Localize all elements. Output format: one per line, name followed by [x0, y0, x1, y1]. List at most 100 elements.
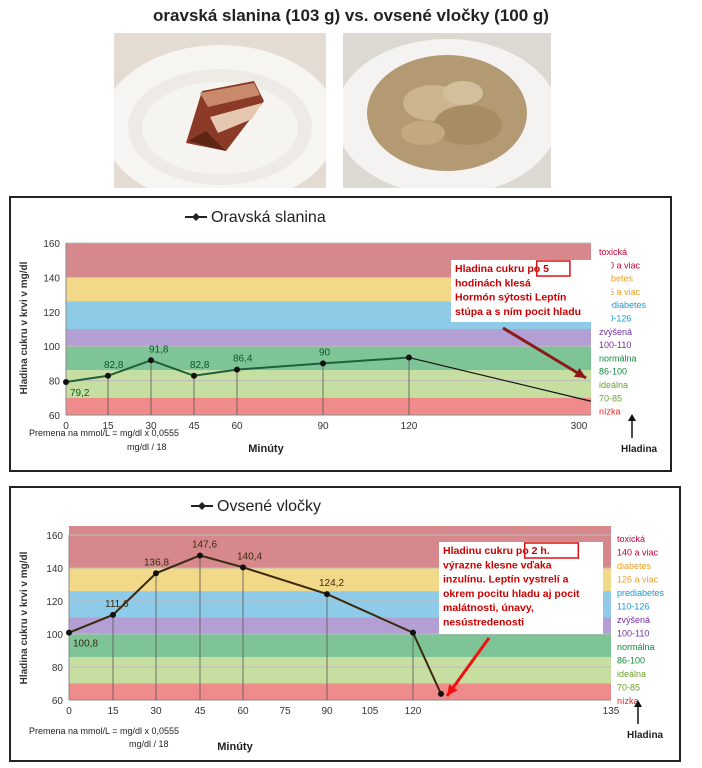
legend-zone-label: nízka	[599, 407, 621, 417]
y-tick-label: 80	[49, 377, 61, 388]
x-axis-label: Minúty	[217, 741, 253, 753]
x-tick-label: 105	[362, 706, 379, 717]
x-tick-label: 120	[401, 421, 418, 432]
legend-zone-label: diabetes	[617, 561, 652, 571]
legend-zone-label: 70-85	[599, 393, 622, 403]
legend-zone-label: ideálna	[599, 380, 628, 390]
chart-slanina: 60 80 100 120 140 160 0 15 30 45 60 90 120 300 Oravská…	[19, 209, 658, 455]
annotation-arrow	[502, 326, 587, 380]
legend-zone-label: zvýšená	[599, 327, 632, 337]
chart-vlocky: 60 80 100 120 140 160 0 15 30 45 60 75 90 105 120 135 Ov…	[19, 498, 665, 753]
legend-zone-label: nízka	[617, 696, 639, 706]
data-point	[66, 629, 72, 636]
series-extension	[408, 356, 592, 402]
data-point	[410, 629, 416, 636]
data-point	[197, 552, 203, 559]
y-axis-label: Hladina cukru v krvi v mg/dl	[19, 551, 30, 684]
x-tick-label: 60	[231, 421, 243, 432]
conversion-note: mg/dl / 18	[127, 442, 167, 452]
hladina-label: Hladina	[621, 444, 658, 455]
legend-zone-label: normálna	[617, 642, 655, 652]
data-point	[240, 564, 246, 571]
legend-zone-label: 86-100	[599, 367, 627, 377]
y-tick-label: 80	[52, 663, 64, 674]
legend-zone-label: 126 a viac	[599, 287, 641, 297]
x-tick-label: 90	[317, 421, 329, 432]
legend-zone-label: 110-126	[617, 602, 649, 612]
band-normalna	[66, 346, 591, 371]
legend-zone-label: 70-85	[617, 683, 640, 693]
legend-zone-label: 100-110	[599, 340, 631, 350]
bacon-photo	[114, 33, 326, 188]
annotation-highlight	[523, 542, 580, 559]
x-tick-label: 30	[145, 421, 157, 432]
data-label: 124,2	[319, 578, 344, 589]
annotation-text: malátnosti, únavy,	[443, 602, 534, 614]
data-point	[105, 372, 111, 379]
x-tick-label: 75	[279, 706, 291, 717]
annotation-text: stúpa a s ním pocit hladu	[455, 306, 581, 318]
data-point	[324, 591, 330, 598]
annotation-text: nesústredenosti	[443, 617, 524, 629]
legend-zone-label: toxická	[599, 247, 627, 257]
annotation-text: okrem pocitu hladu aj pocit	[443, 588, 580, 600]
conversion-note: Premena na mmol/L = mg/dl x 0,0555	[29, 428, 179, 438]
data-label: 79,2	[70, 388, 90, 399]
x-tick-label: 120	[405, 706, 422, 717]
oatmeal-photo	[343, 33, 551, 188]
legend-zone-label: 86-100	[617, 656, 645, 666]
y-tick-label: 160	[46, 531, 63, 542]
y-tick-label: 140	[46, 564, 63, 575]
annotation-text: inzulínu. Leptín vystrelí a	[443, 574, 569, 586]
band-normalna	[69, 634, 611, 658]
hladina-label: Hladina	[627, 730, 664, 741]
band-idealna	[66, 370, 591, 398]
x-tick-label: 45	[188, 421, 200, 432]
legend-marker	[192, 213, 200, 221]
data-label: 90	[319, 347, 331, 358]
band-nizka	[69, 683, 611, 700]
x-tick-label: 15	[107, 706, 119, 717]
x-tick-label: 45	[194, 706, 206, 717]
annotation-arrowhead	[447, 684, 458, 696]
legend-zone-label: ideálna	[617, 669, 646, 679]
legend-zone-label: 126 a viac	[617, 575, 659, 585]
chart-panel-slanina: 60 80 100 120 140 160 0 15 30 45 60 90 120 300 Oravská…	[9, 196, 672, 472]
annotation-arrowhead	[574, 367, 586, 378]
y-tick-label: 160	[43, 239, 60, 250]
y-tick-label: 60	[49, 411, 61, 422]
annotation-text: výrazne klesne vďaka	[443, 559, 552, 571]
hladina-arrowhead	[634, 700, 642, 707]
legend-zone-label: prediabetes	[599, 300, 647, 310]
x-tick-label: 15	[102, 421, 114, 432]
y-axis-label: Hladina cukru v krvi v mg/dl	[19, 261, 30, 394]
data-point	[153, 570, 159, 577]
band-nizka	[66, 397, 591, 415]
annotation-text: Hladina cukru po 5	[455, 263, 549, 275]
y-tick-label: 100	[43, 342, 60, 353]
legend-zone-label: diabetes	[599, 274, 634, 284]
data-point	[406, 354, 412, 361]
x-tick-label: 300	[571, 421, 588, 432]
annotation-text: Hladinu cukru po 2 h.	[443, 545, 550, 557]
legend-zone-label: prediabetes	[617, 588, 665, 598]
legend-zone-label: 110-126	[599, 314, 631, 324]
legend-zone-label: 100-110	[617, 629, 649, 639]
data-label: 147,6	[192, 539, 217, 550]
legend-zone-label: 140 a viac	[599, 260, 641, 270]
legend-marker	[198, 502, 206, 510]
annotation-box	[451, 260, 611, 322]
data-point	[320, 360, 326, 367]
x-tick-label: 0	[63, 421, 69, 432]
legend-zone-label: normálna	[599, 353, 637, 363]
y-tick-label: 140	[43, 273, 60, 284]
conversion-note: mg/dl / 18	[129, 739, 169, 749]
series-line	[68, 554, 442, 695]
y-tick-label: 120	[43, 308, 60, 319]
data-label: 86,4	[233, 354, 253, 365]
legend-zone-label: 140 a viac	[617, 548, 659, 558]
legend-zone-label: zvýšená	[617, 615, 650, 625]
annotation-highlight	[535, 260, 571, 277]
y-tick-label: 120	[46, 597, 63, 608]
chart-title: Oravská slanina	[211, 209, 326, 226]
